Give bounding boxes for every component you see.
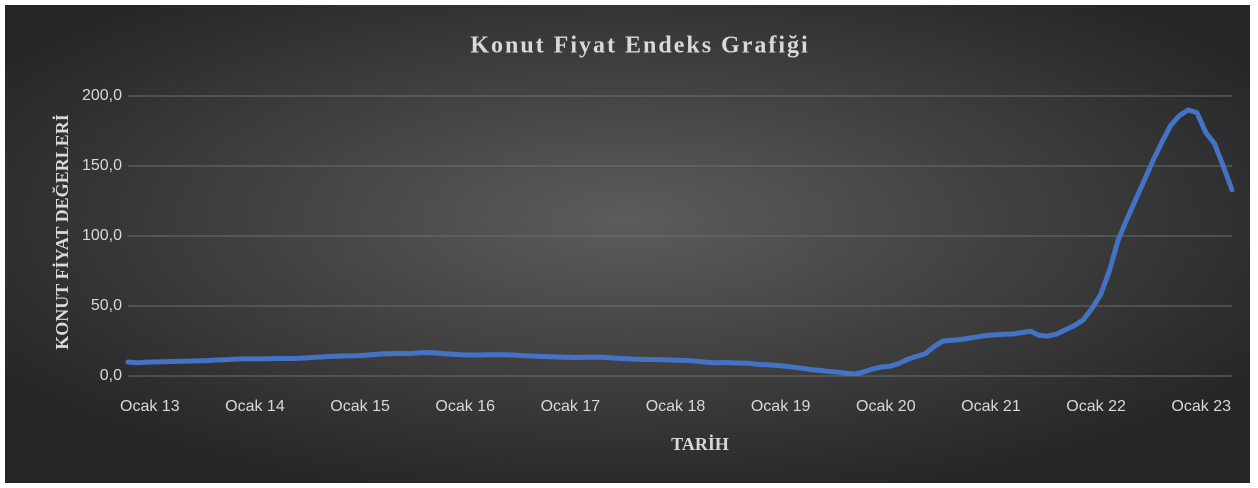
data-line <box>125 107 1235 377</box>
x-tick-label: Ocak 16 <box>435 398 495 415</box>
x-tick-label: Ocak 18 <box>646 398 706 415</box>
x-axis-label: TARİH <box>671 434 729 454</box>
chart-background <box>5 5 1250 483</box>
y-tick-label: 200,0 <box>82 87 122 104</box>
x-tick-label: Ocak 13 <box>120 398 180 415</box>
x-tick-label: Ocak 20 <box>856 398 916 415</box>
y-tick-label: 0,0 <box>100 367 122 384</box>
y-axis-label: KONUT FİYAT DEĞERLERİ <box>51 114 72 349</box>
x-tick-label: Ocak 21 <box>961 398 1021 415</box>
x-tick-label: Ocak 14 <box>225 398 285 415</box>
x-tick-label: Ocak 17 <box>541 398 601 415</box>
x-tick-label: Ocak 23 <box>1171 398 1231 415</box>
chart-title: Konut Fiyat Endeks Grafiği <box>470 33 809 59</box>
x-tick-label: Ocak 22 <box>1066 398 1126 415</box>
x-tick-label: Ocak 15 <box>330 398 390 415</box>
y-tick-label: 150,0 <box>82 157 122 174</box>
x-tick-label: Ocak 19 <box>751 398 811 415</box>
y-tick-label: 100,0 <box>82 227 122 244</box>
y-tick-label: 50,0 <box>91 297 122 314</box>
